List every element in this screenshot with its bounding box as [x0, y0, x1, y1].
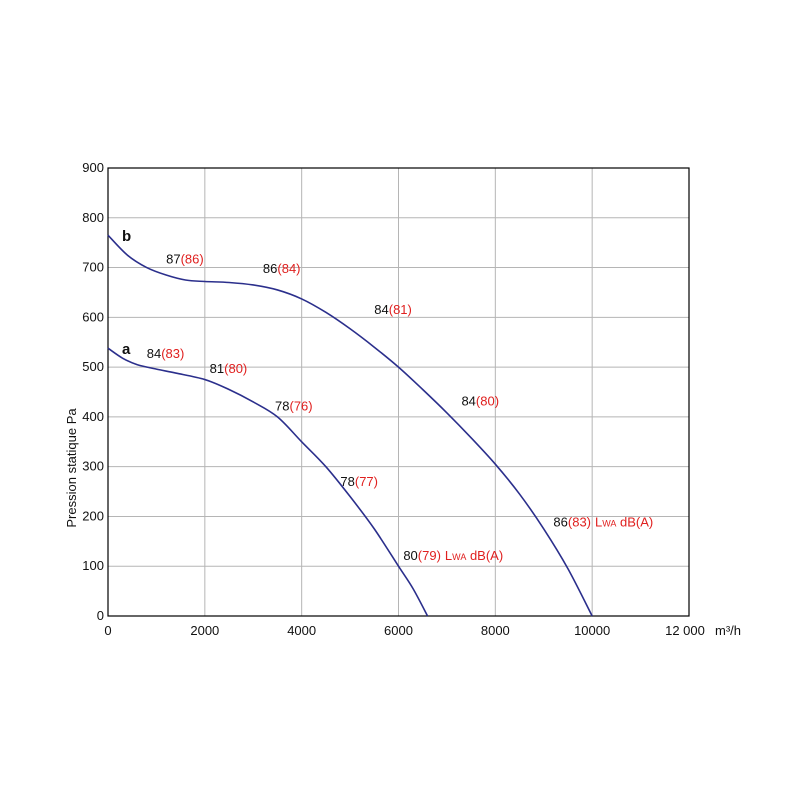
- sound-level-label: 84(81): [374, 302, 412, 317]
- y-tick-label: 100: [82, 558, 104, 573]
- x-axis: 0 2000 4000 6000 8000 10000 12 000 m³/h: [104, 623, 741, 638]
- sound-level-label: 84(83): [147, 346, 185, 361]
- y-tick-label: 900: [82, 160, 104, 175]
- x-tick-label: 0: [104, 623, 111, 638]
- y-tick-label: 200: [82, 508, 104, 523]
- x-tick-label: 2000: [190, 623, 219, 638]
- y-tick-label: 400: [82, 409, 104, 424]
- x-axis-unit: m³/h: [715, 623, 741, 638]
- x-tick-label: 10000: [574, 623, 610, 638]
- sound-level-label: 80(79) LWA dB(A): [403, 548, 503, 563]
- sound-level-label: 78(76): [275, 398, 313, 413]
- y-axis-label: Pression statique Pa: [64, 408, 79, 528]
- sound-level-label: 78(77): [340, 474, 378, 489]
- x-tick-label: 6000: [384, 623, 413, 638]
- sound-level-label: 87(86): [166, 252, 204, 267]
- y-tick-label: 600: [82, 309, 104, 324]
- sound-level-label: 86(83) LWA dB(A): [553, 514, 653, 529]
- y-tick-label: 700: [82, 260, 104, 275]
- sound-level-label: 86(84): [263, 261, 301, 276]
- y-tick-label: 800: [82, 210, 104, 225]
- curve-label-b: b: [122, 228, 131, 245]
- curve-b: [107, 234, 593, 617]
- grid: [108, 168, 689, 616]
- y-tick-label: 500: [82, 359, 104, 374]
- curve-a: [107, 347, 429, 617]
- y-tick-label: 0: [97, 608, 104, 623]
- y-tick-label: 300: [82, 459, 104, 474]
- annotations: 87(86) 86(84) 84(81) 84(80) 86(83) LWA dB(A) 8…: [147, 252, 654, 563]
- sound-level-label: 84(80): [461, 393, 499, 408]
- sound-level-label: 81(80): [210, 361, 248, 376]
- y-axis: 0 100 200 300 400 500 600 700 800 900: [82, 160, 104, 623]
- x-tick-label: 12 000: [665, 623, 705, 638]
- curve-label-a: a: [122, 341, 131, 358]
- curves: ba: [107, 228, 593, 617]
- x-tick-label: 4000: [287, 623, 316, 638]
- plot-frame: [107, 167, 690, 617]
- x-tick-label: 8000: [481, 623, 510, 638]
